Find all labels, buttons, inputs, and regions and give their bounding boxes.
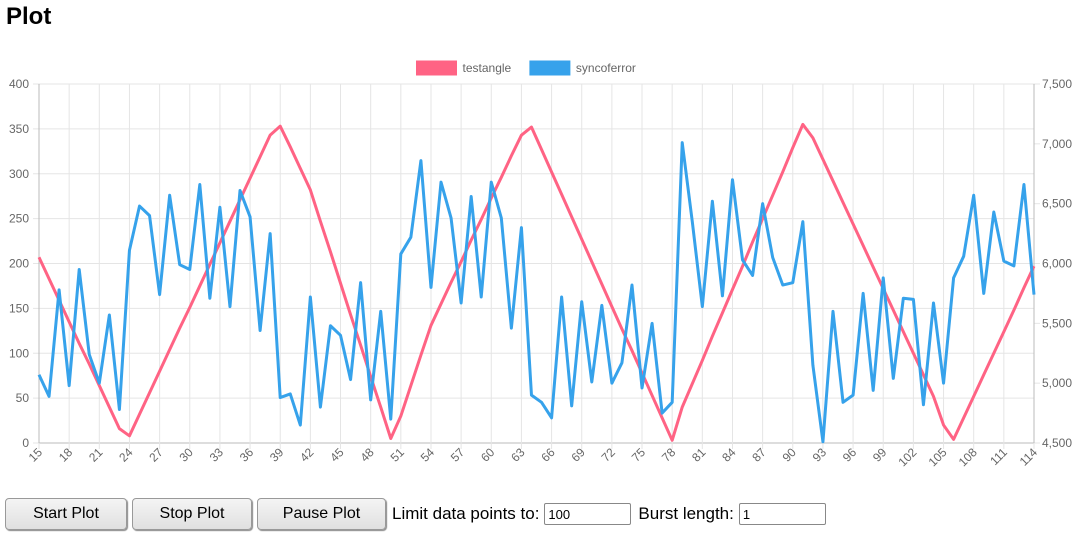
x-tick-label: 48 xyxy=(357,445,377,465)
y2-tick-label: 5,000 xyxy=(1042,376,1072,390)
burst-input[interactable] xyxy=(738,503,826,525)
y2-tick-label: 7,000 xyxy=(1042,137,1072,151)
line-syncoferror xyxy=(37,141,1036,444)
y-tick-label: 400 xyxy=(9,77,29,91)
x-tick-label: 60 xyxy=(478,445,498,465)
controls: Start Plot Stop Plot Pause Plot Limit da… xyxy=(5,498,832,530)
x-tick-label: 33 xyxy=(207,445,227,465)
x-tick-label: 24 xyxy=(116,445,136,465)
x-tick-label: 54 xyxy=(418,445,438,465)
y2-tick-label: 7,500 xyxy=(1042,77,1072,91)
y-tick-label: 250 xyxy=(9,212,29,226)
x-tick-label: 90 xyxy=(780,445,800,465)
y-tick-label: 300 xyxy=(9,167,29,181)
x-tick-label: 102 xyxy=(895,445,919,469)
legend-swatch xyxy=(529,60,571,76)
x-tick-label: 51 xyxy=(388,445,408,465)
x-tick-label: 63 xyxy=(508,445,528,465)
x-tick-label: 84 xyxy=(719,445,739,465)
x-tick-label: 99 xyxy=(870,445,890,465)
x-tick-label: 75 xyxy=(629,445,649,465)
y2-tick-label: 5,500 xyxy=(1042,316,1072,330)
x-tick-label: 81 xyxy=(689,445,709,465)
legend-label: syncoferror xyxy=(576,61,636,75)
x-tick-label: 18 xyxy=(56,445,76,465)
line-testangle xyxy=(37,122,1036,442)
stop-button[interactable]: Stop Plot xyxy=(132,498,252,530)
x-tick-label: 57 xyxy=(448,445,468,465)
x-tick-label: 66 xyxy=(538,445,558,465)
y2-tick-label: 6,500 xyxy=(1042,197,1072,211)
y-tick-label: 350 xyxy=(9,122,29,136)
y-tick-label: 100 xyxy=(9,346,29,360)
legend-label: testangle xyxy=(463,61,512,75)
y-tick-label: 150 xyxy=(9,301,29,315)
x-tick-label: 30 xyxy=(177,445,197,465)
pause-button[interactable]: Pause Plot xyxy=(257,498,386,530)
y-tick-label: 50 xyxy=(16,391,30,405)
x-tick-label: 42 xyxy=(297,445,317,465)
x-tick-label: 108 xyxy=(956,445,980,469)
x-tick-label: 39 xyxy=(267,445,287,465)
x-tick-label: 21 xyxy=(86,445,106,465)
y2-tick-label: 6,000 xyxy=(1042,257,1072,271)
x-tick-label: 72 xyxy=(599,445,619,465)
limit-input[interactable] xyxy=(544,503,632,525)
x-tick-label: 96 xyxy=(840,445,860,465)
start-button[interactable]: Start Plot xyxy=(5,498,127,530)
chart: 0 50 100 150 200 250 300 350 400 4,500 5,000 5,500 6… xyxy=(9,60,1072,469)
y-tick-label: 200 xyxy=(9,257,29,271)
burst-label: Burst length: xyxy=(638,504,734,523)
x-tick-label: 114 xyxy=(1017,445,1041,469)
x-tick-label: 78 xyxy=(659,445,679,465)
x-tick-label: 69 xyxy=(569,445,589,465)
x-tick-label: 93 xyxy=(810,445,830,465)
y2-tick-label: 4,500 xyxy=(1042,436,1072,450)
y-tick-label: 0 xyxy=(22,436,29,450)
x-tick-label: 111 xyxy=(987,445,1010,468)
x-tick-label: 105 xyxy=(926,445,950,469)
x-tick-label: 27 xyxy=(146,445,166,465)
legend-swatch xyxy=(416,60,457,76)
x-tick-label: 36 xyxy=(237,445,257,465)
x-tick-label: 45 xyxy=(327,445,347,465)
page-title: Plot xyxy=(6,3,52,30)
x-tick-label: 87 xyxy=(749,445,769,465)
limit-label: Limit data points to: xyxy=(392,504,540,523)
